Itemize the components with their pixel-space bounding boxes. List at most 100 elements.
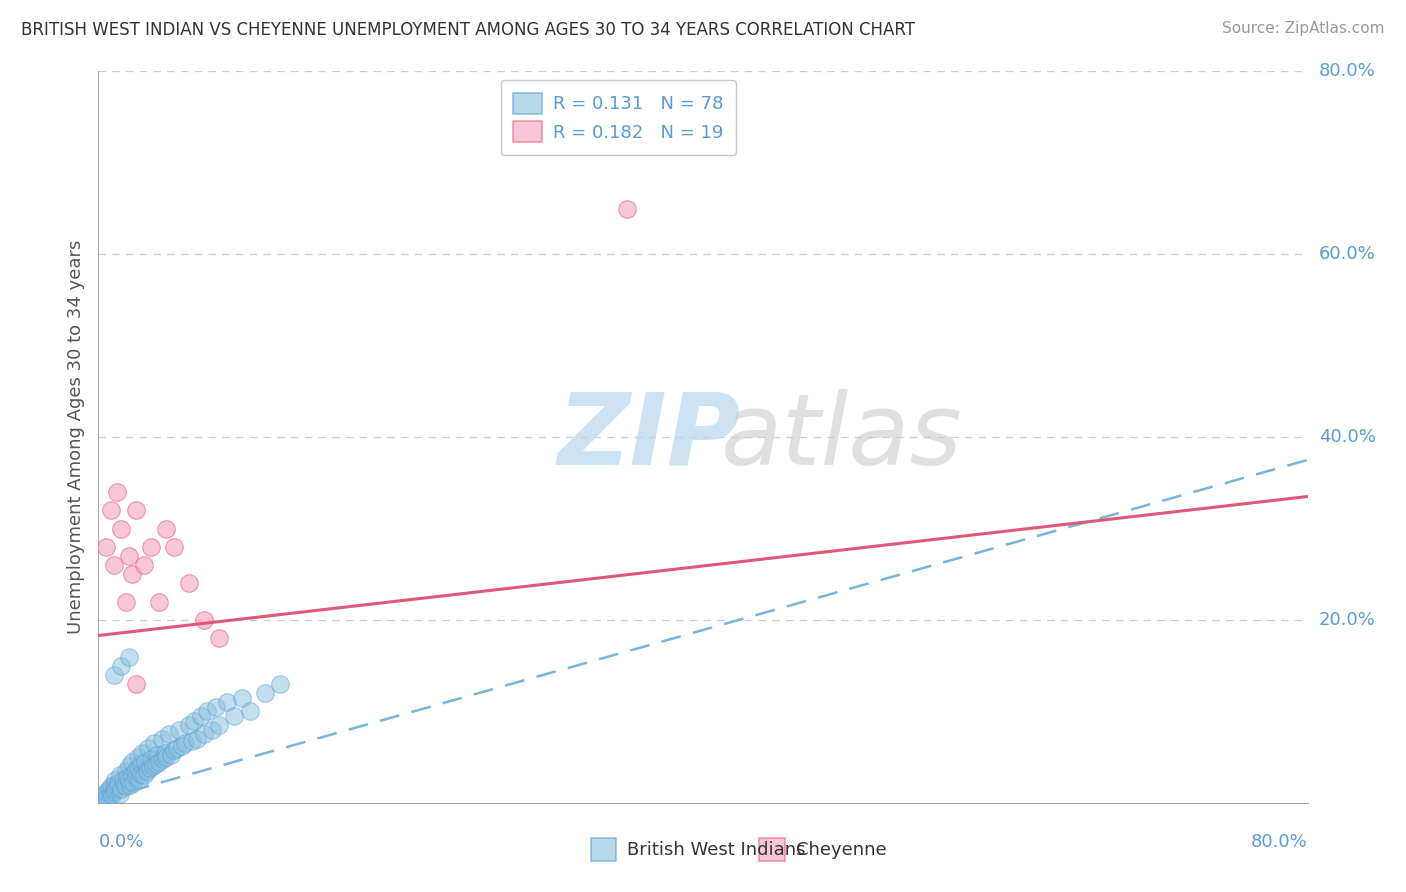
Point	[148, 594, 170, 608]
Point	[110, 782, 132, 797]
Point	[190, 709, 212, 723]
Point	[173, 736, 195, 750]
Point	[131, 746, 153, 760]
Point	[94, 785, 117, 799]
Point	[155, 521, 177, 535]
Point	[112, 778, 135, 792]
Point	[103, 778, 125, 792]
Text: atlas: atlas	[721, 389, 963, 485]
Point	[179, 718, 201, 732]
Point	[108, 787, 131, 801]
Point	[135, 764, 157, 778]
Point	[105, 485, 128, 500]
Point	[153, 746, 176, 760]
Point	[121, 755, 143, 769]
Point	[114, 780, 136, 794]
Point	[616, 202, 638, 216]
Point	[134, 755, 156, 769]
Point	[121, 567, 143, 582]
Point	[163, 540, 186, 554]
Point	[269, 677, 291, 691]
Text: ZIP: ZIP	[558, 389, 741, 485]
Point	[103, 558, 125, 573]
Point	[181, 733, 204, 747]
Text: 80.0%: 80.0%	[1251, 833, 1308, 851]
Point	[143, 736, 166, 750]
Point	[163, 743, 186, 757]
Point	[231, 690, 253, 705]
Point	[145, 757, 167, 772]
Point	[150, 731, 173, 746]
Point	[205, 699, 228, 714]
Text: 40.0%: 40.0%	[1319, 428, 1375, 446]
Point	[239, 705, 262, 719]
Legend: R = 0.131   N = 78, R = 0.182   N = 19: R = 0.131 N = 78, R = 0.182 N = 19	[501, 80, 737, 154]
Point	[146, 748, 169, 763]
Point	[179, 576, 201, 591]
Point	[129, 766, 152, 780]
Point	[166, 740, 188, 755]
Point	[101, 789, 124, 803]
Point	[96, 790, 118, 805]
Point	[141, 752, 163, 766]
Point	[100, 503, 122, 517]
Text: 0.0%: 0.0%	[98, 833, 143, 851]
Point	[110, 521, 132, 535]
Point	[94, 787, 117, 801]
Point	[142, 759, 165, 773]
Point	[107, 775, 129, 789]
Point	[103, 667, 125, 681]
Point	[127, 761, 149, 775]
Point	[132, 768, 155, 782]
Point	[128, 772, 150, 787]
Point	[129, 757, 152, 772]
Point	[141, 540, 163, 554]
Point	[118, 549, 141, 563]
Point	[208, 718, 231, 732]
Point	[98, 782, 121, 797]
Point	[125, 503, 148, 517]
Point	[104, 772, 127, 787]
Point	[139, 761, 162, 775]
Point	[148, 755, 170, 769]
Point	[160, 748, 183, 763]
Point	[120, 778, 142, 792]
Point	[127, 750, 149, 764]
Point	[105, 780, 128, 794]
Point	[100, 787, 122, 801]
Point	[170, 739, 193, 753]
Point	[125, 770, 148, 784]
Point	[132, 558, 155, 573]
Text: 20.0%: 20.0%	[1319, 611, 1375, 629]
Point	[110, 658, 132, 673]
Point	[201, 723, 224, 737]
FancyBboxPatch shape	[759, 838, 785, 861]
Point	[108, 768, 131, 782]
Point	[122, 775, 145, 789]
Text: BRITISH WEST INDIAN VS CHEYENNE UNEMPLOYMENT AMONG AGES 30 TO 34 YEARS CORRELATI: BRITISH WEST INDIAN VS CHEYENNE UNEMPLOY…	[21, 21, 915, 38]
Point	[152, 752, 174, 766]
Point	[114, 594, 136, 608]
Point	[118, 772, 141, 787]
Point	[91, 791, 114, 805]
Point	[111, 772, 134, 787]
Point	[118, 649, 141, 664]
Point	[103, 785, 125, 799]
Point	[186, 731, 208, 746]
Point	[136, 740, 159, 755]
Point	[208, 632, 231, 646]
Point	[253, 686, 276, 700]
Point	[121, 768, 143, 782]
Point	[104, 782, 127, 797]
Point	[118, 759, 141, 773]
Point	[115, 770, 138, 784]
Text: Source: ZipAtlas.com: Source: ZipAtlas.com	[1222, 21, 1385, 36]
Y-axis label: Unemployment Among Ages 30 to 34 years: Unemployment Among Ages 30 to 34 years	[66, 240, 84, 634]
FancyBboxPatch shape	[591, 838, 616, 861]
Point	[215, 695, 238, 709]
Point	[159, 727, 181, 741]
Point	[124, 764, 146, 778]
Point	[167, 723, 190, 737]
Point	[114, 764, 136, 778]
Text: British West Indians: British West Indians	[627, 840, 806, 859]
